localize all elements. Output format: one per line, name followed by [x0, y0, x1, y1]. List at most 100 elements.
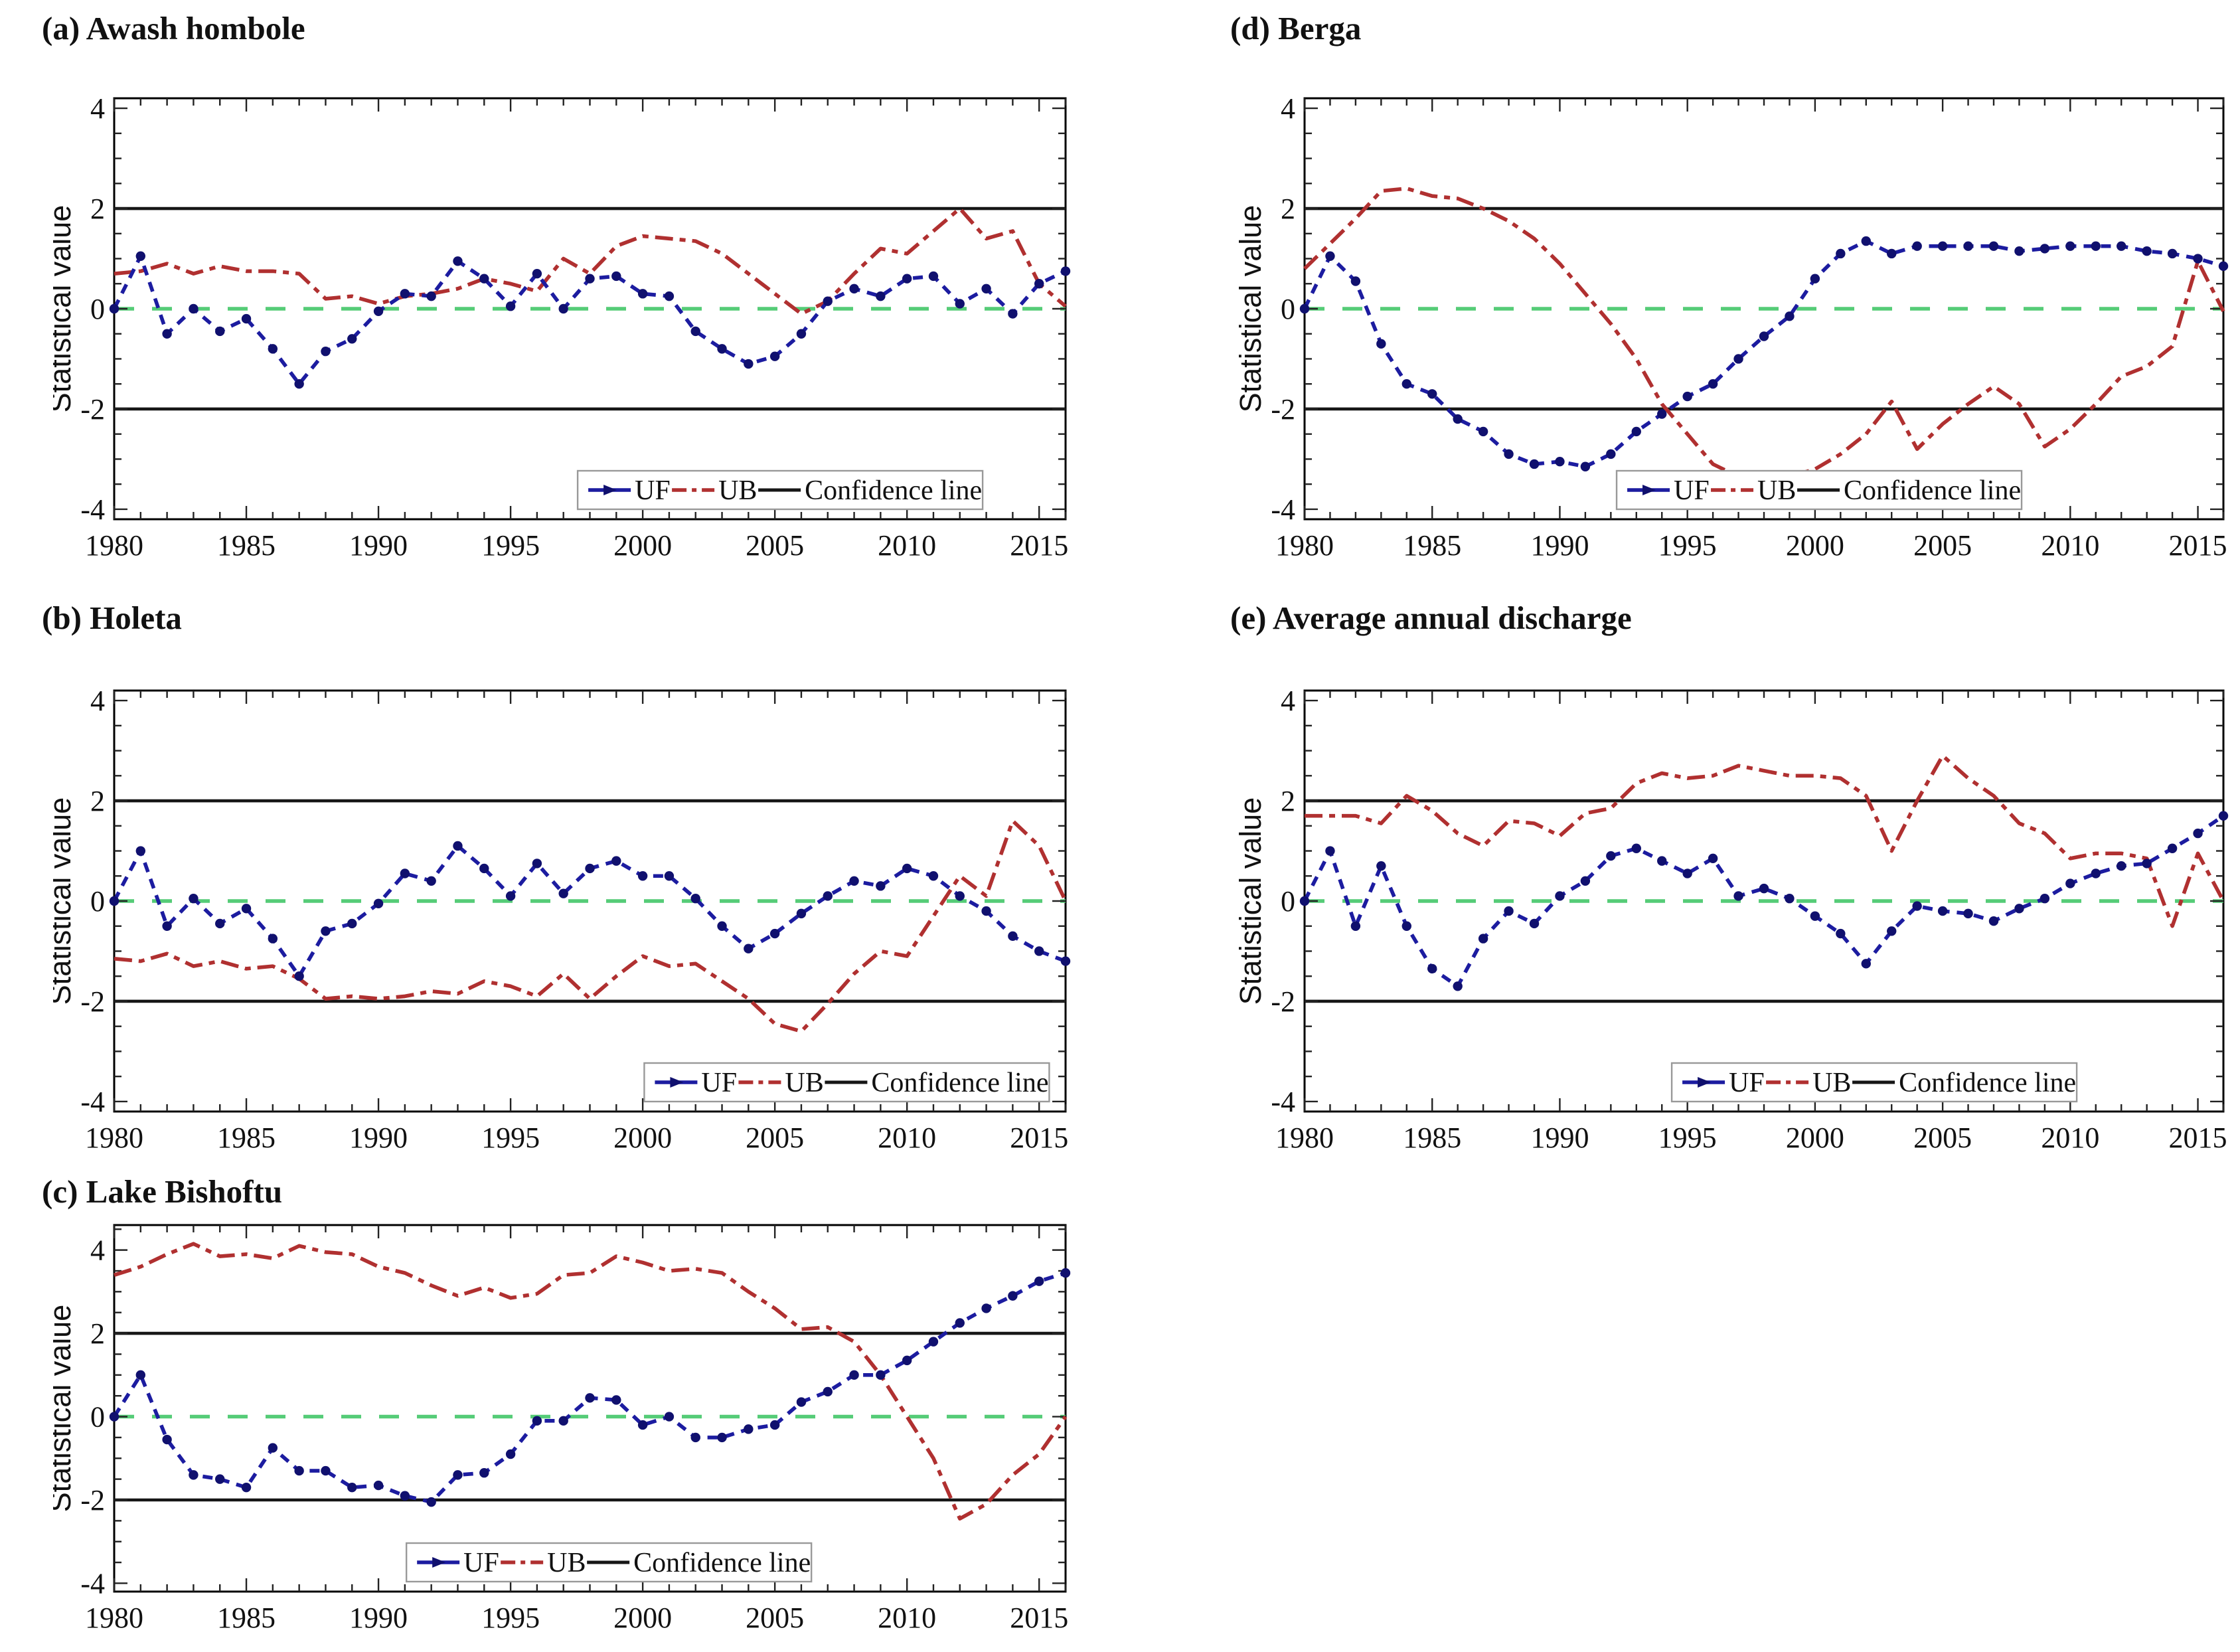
x-tick-label: 2005 [746, 1602, 804, 1634]
x-tick-label: 1990 [1530, 1121, 1589, 1154]
legend: UF UB Confidence line [1670, 1062, 2078, 1103]
x-tick-label: 2005 [746, 529, 804, 562]
y-tick-label: -2 [80, 1484, 105, 1517]
y-tick-label: 4 [1281, 92, 1295, 125]
x-tick-label: 1990 [349, 1602, 408, 1634]
x-tick-label: 1980 [1275, 529, 1334, 562]
y-tick-label: 0 [90, 885, 105, 918]
uf-legend-marker [432, 1557, 446, 1568]
chart-title-a: (a) Awash hombole [42, 10, 305, 46]
x-tick-label: 1990 [349, 1121, 408, 1154]
x-tick-label: 1990 [1530, 529, 1589, 562]
chart-canvas-d: 1980 1985 1990 1995 2000 2005 2010 2015 -4 -2 0 2 4 S… [1234, 92, 2229, 562]
y-tick-label: -4 [80, 1567, 105, 1600]
y-tick-label: 2 [90, 193, 105, 225]
chart-canvas-a: 1980 1985 1990 1995 2000 2005 2010 2015 -4 -2 0 2 4 S… [53, 92, 1071, 562]
axis-ticks [113, 98, 1067, 519]
y-tick-label: 0 [1281, 293, 1295, 325]
y-tick-label: 2 [1281, 785, 1295, 817]
chart-canvas-c: 1980 1985 1990 1995 2000 2005 2010 2015 -4 -2 0 2 4 S… [53, 1224, 1071, 1634]
uf-markers [1299, 811, 2229, 991]
legend: UF UB Confidence line [1615, 469, 2023, 511]
x-tick-label: 1980 [85, 529, 143, 562]
y-axis-title: Statistical value [53, 1305, 77, 1513]
y-axis-title: Statistical value [1234, 205, 1267, 413]
legend-label-ub: UB [785, 1068, 823, 1098]
y-tick-label: 2 [90, 1317, 105, 1350]
y-tick-label: 4 [1281, 685, 1295, 717]
ub-series [114, 819, 1068, 1034]
chart-canvas-e: 1980 1985 1990 1995 2000 2005 2010 2015 -4 -2 0 2 4 S… [1234, 685, 2229, 1154]
y-axis-title: Statistical value [53, 205, 77, 413]
legend-label-confidence: Confidence line [1844, 475, 2021, 506]
y-tick-label: 0 [90, 293, 105, 325]
x-tick-label: 2010 [878, 529, 936, 562]
legend-label-ub: UB [1812, 1068, 1851, 1098]
y-axis-title: Statistical value [53, 797, 77, 1005]
x-tick-label: 1985 [217, 1121, 276, 1154]
x-tick-label: 2005 [1913, 529, 1972, 562]
y-tick-label: 0 [1281, 885, 1295, 918]
x-tick-label: 2015 [2169, 529, 2227, 562]
x-tick-label: 1995 [481, 1121, 540, 1154]
uf-markers [109, 1268, 1071, 1507]
axis-ticks [113, 691, 1067, 1112]
x-tick-label: 1995 [481, 1602, 540, 1634]
uf-legend-marker [1698, 1077, 1712, 1088]
y-tick-label: -4 [80, 493, 105, 526]
x-tick-label: 2015 [1010, 1121, 1068, 1154]
x-tick-label: 1995 [481, 529, 540, 562]
legend-label-uf: UF [1674, 475, 1710, 506]
chart-title-e: (e) Average annual discharge [1230, 600, 1632, 636]
x-tick-label: 1980 [85, 1121, 143, 1154]
chart-title-c: (c) Lake Bishoftu [42, 1173, 283, 1210]
legend-label-uf: UF [635, 475, 671, 506]
y-tick-label: 4 [90, 1234, 105, 1267]
x-tick-label: 2000 [613, 529, 672, 562]
x-tick-label: 2015 [1010, 529, 1068, 562]
ub-series [114, 206, 1067, 316]
legend-label-uf: UF [463, 1548, 499, 1578]
y-tick-label: -4 [80, 1086, 105, 1118]
y-tick-label: -2 [1271, 393, 1295, 426]
ub-series [1305, 754, 2225, 928]
x-tick-label: 2010 [2041, 529, 2099, 562]
chart-title-b: (b) Holeta [42, 600, 182, 636]
legend-label-confidence: Confidence line [805, 475, 982, 506]
legend-label-confidence: Confidence line [1899, 1068, 2076, 1098]
uf-legend-marker [603, 485, 617, 495]
uf-legend-marker [670, 1077, 684, 1088]
x-tick-label: 1995 [1658, 1121, 1717, 1154]
legend-label-ub: UB [718, 475, 757, 506]
y-tick-label: -4 [1271, 493, 1295, 526]
uf-markers [1299, 236, 2229, 471]
y-tick-label: 2 [90, 785, 105, 817]
axis-ticks [1303, 98, 2225, 519]
x-tick-label: 1985 [217, 529, 276, 562]
x-tick-label: 2000 [613, 1121, 672, 1154]
legend-label-confidence: Confidence line [633, 1548, 811, 1578]
x-tick-label: 2005 [746, 1121, 804, 1154]
y-tick-label: 4 [90, 685, 105, 717]
y-tick-label: 2 [1281, 193, 1295, 225]
y-tick-label: -2 [80, 985, 105, 1018]
uf-legend-marker [1642, 485, 1656, 495]
x-tick-label: 1985 [1403, 1121, 1461, 1154]
uf-markers [109, 251, 1071, 389]
x-tick-label: 1990 [349, 529, 408, 562]
plot-border [113, 1224, 1067, 1593]
x-tick-label: 2010 [878, 1121, 936, 1154]
y-tick-label: 0 [90, 1401, 105, 1434]
legend: UF UB Confidence line [643, 1062, 1050, 1103]
x-tick-label: 2000 [613, 1602, 672, 1634]
x-tick-label: 1985 [1403, 529, 1461, 562]
x-tick-label: 2015 [2169, 1121, 2227, 1154]
y-tick-label: -2 [80, 393, 105, 426]
y-tick-label: -4 [1271, 1086, 1295, 1118]
x-tick-label: 1980 [85, 1602, 143, 1634]
x-tick-label: 1985 [217, 1602, 276, 1634]
uf-markers [109, 841, 1071, 981]
legend: UF UB Confidence line [576, 469, 984, 511]
x-tick-label: 2000 [1786, 529, 1844, 562]
